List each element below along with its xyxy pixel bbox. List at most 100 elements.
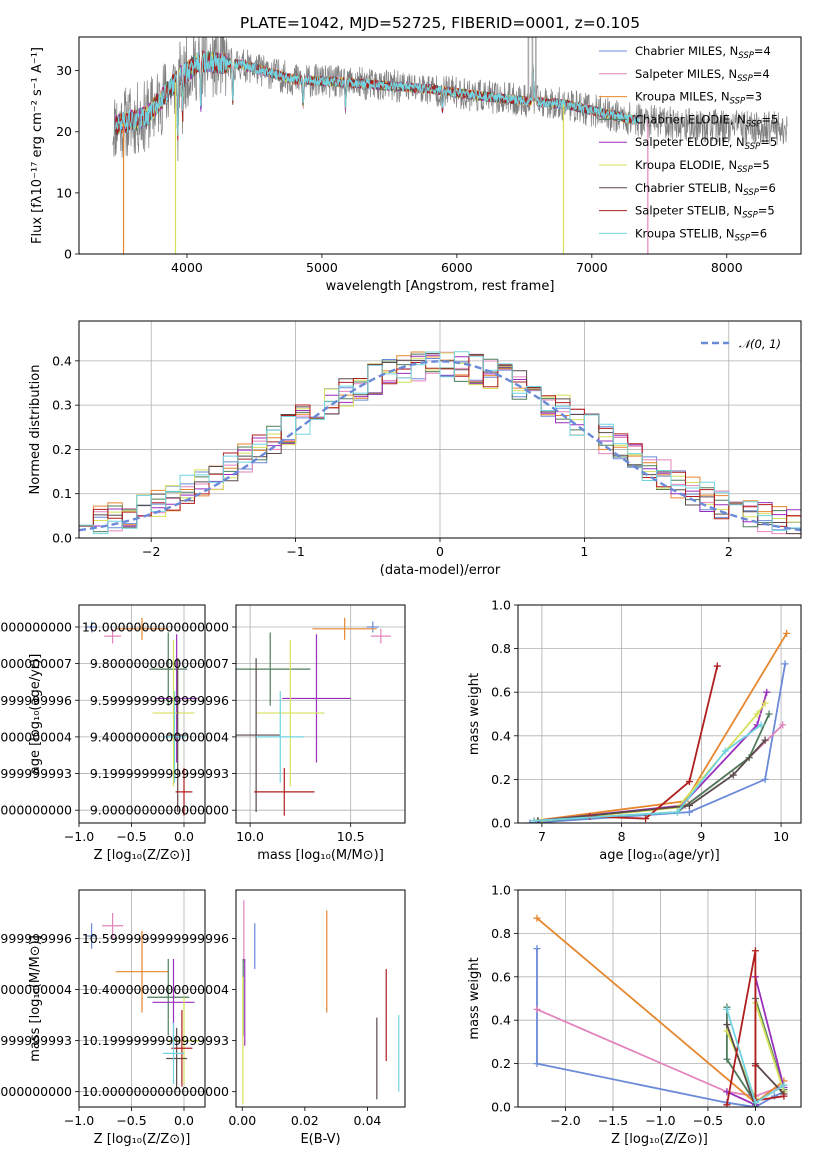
x-tick-label: 7 (538, 829, 546, 844)
x-tick-label: 0 (436, 544, 444, 559)
errorbar-point-9 (164, 691, 186, 783)
plot-area (526, 629, 791, 823)
weight-marker (780, 1081, 788, 1089)
y-tick-label: 9.0000000000000000 (90, 803, 229, 818)
weight-marker (673, 808, 681, 816)
weight-marker (729, 771, 737, 779)
axes-frame (235, 889, 406, 1108)
x-tick-label: 6000 (441, 260, 473, 275)
y-tick-label: 10.0000000000000000 (0, 619, 72, 634)
plot-area (112, 37, 788, 254)
y-tick-label: 0.4 (491, 1013, 511, 1028)
weight-marker (757, 721, 765, 729)
weight-marker (685, 778, 693, 786)
x-tick-label: 10.5 (337, 829, 365, 844)
weight-marker (526, 819, 534, 823)
y-axis-label: age [log₁₀(age/yr)] (28, 654, 43, 775)
axes-frame (78, 889, 206, 1108)
legend-label-3: Kroupa MILES, NSSP=3 (635, 90, 762, 107)
weight-line-6 (541, 702, 766, 822)
normal-distribution-curve (79, 360, 801, 532)
x-tick-label: −1.0 (64, 829, 94, 844)
y-tick-label: 0.1 (52, 486, 72, 501)
plot-area (79, 351, 801, 535)
weight-marker (763, 688, 771, 696)
errorbar-point-5 (155, 634, 198, 763)
axes-frame (517, 889, 802, 1108)
residual-histogram-9 (79, 351, 801, 535)
errorbar-point-4 (149, 632, 188, 706)
weight-marker (533, 1060, 541, 1068)
y-tick-label: 10.0000000000000000 (82, 619, 229, 634)
x-tick-label: 2 (725, 544, 733, 559)
x-tick-label: −1 (286, 544, 304, 559)
y-tick-label: 9.4000000000000004 (0, 729, 72, 744)
age-vs-mass-panel: 10.0 10.5 9.0000000000000000 9.199999999999… (82, 604, 406, 863)
x-axis-label: wavelength [Angstrom, rest frame] (326, 279, 555, 294)
x-tick-label: −0.5 (116, 829, 146, 844)
y-tick-label: 9.8000000000000007 (90, 656, 229, 671)
y-tick-label: 10.0000000000000000 (82, 1084, 229, 1099)
weight-line-8 (726, 950, 785, 1105)
weight-vs-metallicity-panel: −2.0 −1.5 −1.0 −0.5 0.0 0.0 0.2 0.4 0.6 0.8 1.0 Z [… (467, 883, 802, 1147)
weight-marker (761, 736, 769, 744)
y-tick-label: 0.4 (491, 728, 511, 743)
plot-area (533, 914, 788, 1107)
weight-marker (713, 662, 721, 670)
errorbar-point-8 (175, 768, 193, 816)
y-tick-label: 10.5999999999999996 (0, 931, 72, 946)
weight-marker (753, 710, 761, 718)
weight-marker (530, 817, 538, 823)
y-tick-label: 10.4000000000000004 (0, 982, 72, 997)
x-axis-label: (data-model)/error (380, 563, 501, 578)
weight-marker (721, 747, 729, 755)
legend-label-6: Kroupa ELODIE, NSSP=5 (635, 158, 770, 175)
weight-line-1 (529, 663, 786, 823)
weight-marker (642, 815, 650, 823)
errorbar-point-3 (312, 617, 377, 640)
errorbar-point-9 (256, 691, 305, 783)
weight-marker (781, 660, 789, 668)
mass-vs-metallicity-panel: −1.0 −0.5 0.0 10.0000000000000000 10.1999999… (0, 889, 206, 1147)
legend-label-9: Kroupa STELIB, NSSP=6 (635, 226, 767, 243)
y-tick-label: 9.4000000000000004 (90, 729, 229, 744)
y-tick-label: 0.6 (491, 969, 511, 984)
x-tick-label: 0.0 (745, 1113, 765, 1128)
plot-area (242, 900, 400, 1105)
weight-marker (761, 699, 769, 707)
weight-line-5 (537, 691, 768, 822)
axes-frame (78, 36, 802, 255)
weight-marker (780, 1092, 788, 1100)
y-tick-label: 9.5999999999999996 (90, 693, 229, 708)
x-tick-label: −2 (142, 544, 160, 559)
errorbar-point-7 (166, 1027, 188, 1090)
errorbar-point-8 (171, 1009, 193, 1087)
axes-frame (78, 604, 206, 824)
y-axis-label: mass weight (467, 673, 482, 755)
errorbar-point-7 (236, 658, 281, 813)
y-tick-label: 0.8 (491, 926, 511, 941)
errorbar-point-6 (256, 639, 325, 787)
x-tick-label: 0.02 (291, 1113, 319, 1128)
x-tick-label: 9 (697, 829, 705, 844)
y-tick-label: 9.0000000000000000 (0, 803, 72, 818)
x-tick-label: 0.00 (228, 1113, 256, 1128)
weight-marker (751, 1062, 759, 1070)
errorbar-point-4 (147, 958, 190, 1036)
weight-marker (751, 947, 759, 955)
weight-line-2 (533, 724, 784, 822)
errorbar-point-1 (86, 621, 97, 633)
x-tick-label: 0.0 (174, 829, 194, 844)
y-tick-label: 0.0 (491, 1100, 511, 1115)
y-tick-label: 10.4000000000000004 (82, 982, 229, 997)
x-axis-label: mass [log₁₀(M/M⊙)] (257, 848, 384, 863)
x-tick-label: 4000 (171, 260, 203, 275)
model-spectrum-line-8 (114, 50, 640, 140)
errorbar-point-3 (115, 617, 169, 640)
model-spectrum-line-9 (114, 51, 640, 136)
y-tick-label: 0 (64, 247, 72, 262)
y-tick-label: 0.2 (491, 1056, 511, 1071)
weight-marker (765, 710, 773, 718)
y-axis-label: mass [log₁₀(M/M⊙)] (28, 935, 43, 1062)
plot-area (86, 617, 198, 816)
